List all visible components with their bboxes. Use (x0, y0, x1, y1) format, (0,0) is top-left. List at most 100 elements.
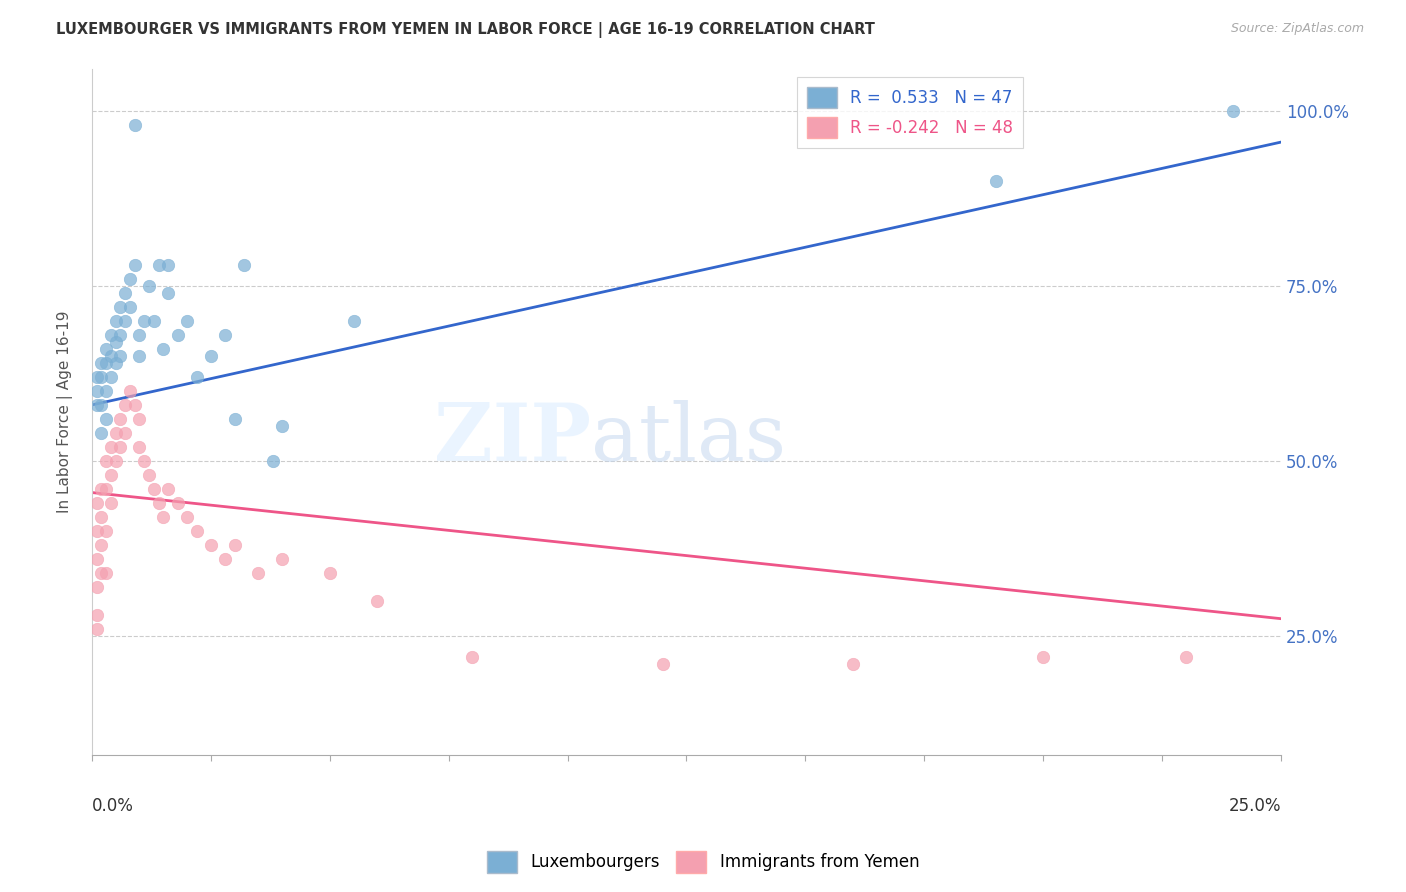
Point (118, 272, 141, 286)
Point (86, 608, 108, 623)
Point (114, 314, 136, 328)
Point (262, 454, 284, 468)
Point (247, 566, 270, 581)
Point (152, 342, 174, 356)
Text: atlas: atlas (592, 401, 786, 478)
Text: 0.0%: 0.0% (91, 797, 134, 814)
Point (200, 349, 222, 363)
Point (104, 356, 127, 370)
Point (110, 412, 132, 426)
Point (110, 300, 132, 314)
Point (319, 566, 342, 581)
Point (96, 566, 118, 581)
Point (100, 468, 122, 483)
Point (148, 496, 170, 510)
Point (90, 510, 112, 524)
Point (114, 425, 136, 440)
Point (166, 327, 188, 342)
Point (200, 538, 222, 552)
Point (176, 314, 198, 328)
Point (100, 496, 122, 510)
Point (271, 419, 294, 434)
Point (128, 349, 150, 363)
Point (104, 425, 127, 440)
Legend: R =  0.533   N = 47, R = -0.242   N = 48: R = 0.533 N = 47, R = -0.242 N = 48 (797, 77, 1024, 148)
Point (100, 440, 122, 454)
Point (110, 349, 132, 363)
Point (96, 342, 118, 356)
Point (461, 650, 484, 665)
Point (90, 482, 112, 496)
Legend: Luxembourgers, Immigrants from Yemen: Luxembourgers, Immigrants from Yemen (479, 845, 927, 880)
Point (114, 398, 136, 412)
Point (1032, 650, 1054, 665)
Point (90, 566, 112, 581)
Point (224, 538, 246, 552)
Point (157, 258, 180, 272)
Point (128, 440, 150, 454)
Point (96, 412, 118, 426)
Point (128, 327, 150, 342)
Point (110, 440, 132, 454)
Point (104, 314, 127, 328)
Y-axis label: In Labor Force | Age 16-19: In Labor Force | Age 16-19 (58, 310, 73, 513)
Point (214, 552, 236, 566)
Point (96, 482, 118, 496)
Point (104, 454, 127, 468)
Point (651, 657, 673, 672)
Point (86, 384, 108, 398)
Point (90, 538, 112, 552)
Point (100, 370, 122, 384)
Point (86, 370, 108, 384)
Point (176, 510, 198, 524)
Point (1222, 103, 1244, 118)
Text: Source: ZipAtlas.com: Source: ZipAtlas.com (1230, 22, 1364, 36)
Point (148, 258, 170, 272)
Point (366, 594, 388, 608)
Point (118, 300, 141, 314)
Text: ZIP: ZIP (434, 401, 592, 478)
Point (90, 356, 112, 370)
Point (166, 496, 188, 510)
Point (86, 524, 108, 538)
Point (157, 285, 180, 300)
Point (86, 580, 108, 594)
Point (271, 552, 294, 566)
Point (233, 258, 256, 272)
Point (124, 118, 146, 132)
Point (90, 398, 112, 412)
Point (96, 384, 118, 398)
Point (96, 454, 118, 468)
Point (100, 349, 122, 363)
Point (186, 524, 208, 538)
Text: LUXEMBOURGER VS IMMIGRANTS FROM YEMEN IN LABOR FORCE | AGE 16-19 CORRELATION CHA: LUXEMBOURGER VS IMMIGRANTS FROM YEMEN IN… (56, 22, 875, 38)
Point (118, 384, 141, 398)
Point (124, 398, 146, 412)
Point (842, 657, 865, 672)
Point (86, 496, 108, 510)
Point (86, 552, 108, 566)
Point (138, 278, 160, 293)
Point (984, 174, 1007, 188)
Point (124, 258, 146, 272)
Point (1174, 650, 1197, 665)
Point (142, 314, 165, 328)
Point (86, 398, 108, 412)
Point (134, 314, 156, 328)
Point (224, 412, 246, 426)
Point (138, 468, 160, 483)
Point (142, 482, 165, 496)
Point (96, 356, 118, 370)
Text: 25.0%: 25.0% (1229, 797, 1281, 814)
Point (110, 327, 132, 342)
Point (186, 370, 208, 384)
Point (96, 524, 118, 538)
Point (128, 412, 150, 426)
Point (342, 314, 364, 328)
Point (152, 510, 174, 524)
Point (157, 482, 180, 496)
Point (86, 622, 108, 636)
Point (100, 327, 122, 342)
Point (90, 425, 112, 440)
Point (134, 454, 156, 468)
